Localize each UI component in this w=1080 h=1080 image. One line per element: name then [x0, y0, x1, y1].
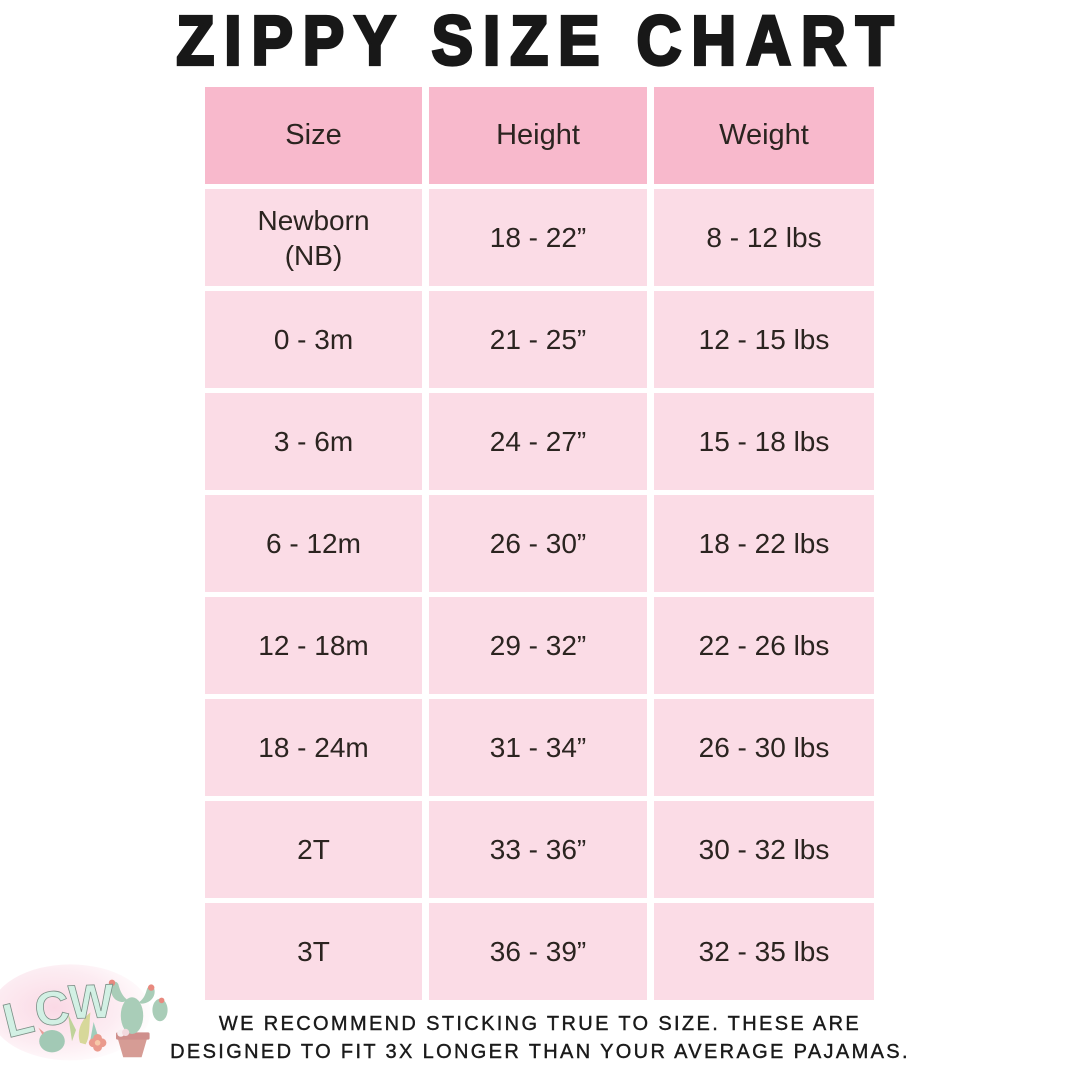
- svg-text:W: W: [67, 975, 115, 1030]
- svg-text:C: C: [32, 981, 73, 1038]
